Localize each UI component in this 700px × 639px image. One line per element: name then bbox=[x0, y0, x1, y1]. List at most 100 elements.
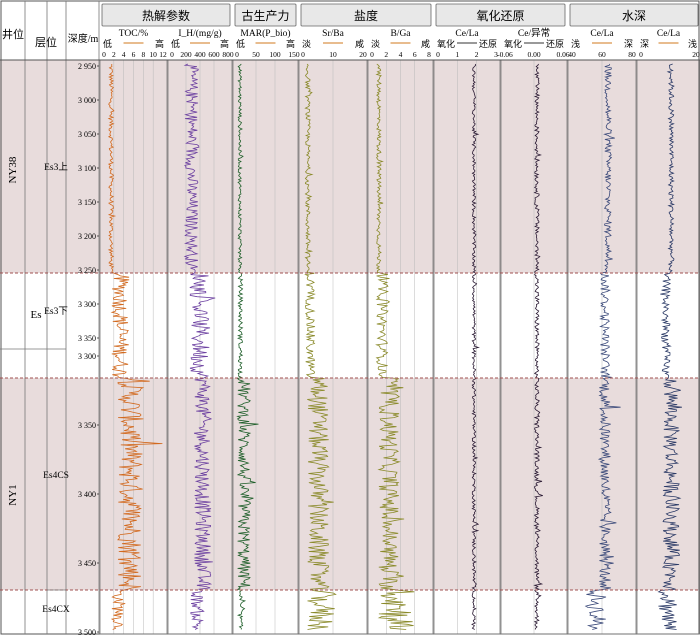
layer-header: 层位 bbox=[35, 35, 57, 49]
track-left-label: 低 bbox=[171, 38, 180, 49]
group-title-salinity: 盐度 bbox=[354, 8, 378, 23]
depth-header: 深度/m bbox=[68, 32, 99, 45]
group-box bbox=[435, 3, 566, 27]
tick-label: 2 bbox=[112, 50, 116, 59]
shade-band-upper bbox=[0, 60, 700, 273]
track-left-label: 浅 bbox=[571, 38, 580, 49]
track-left-label: 淡 bbox=[302, 39, 311, 49]
group-box bbox=[101, 3, 231, 27]
group-box bbox=[300, 3, 432, 27]
tick-label: 800 bbox=[222, 50, 234, 59]
group-title-paleo: 古生产力 bbox=[241, 8, 289, 23]
tick-label: 200 bbox=[180, 50, 192, 59]
track-title-cela3: Ce/La bbox=[657, 29, 681, 39]
tick-label: 150 bbox=[288, 50, 300, 59]
track-title-mar: MAR(P_bio) bbox=[240, 28, 290, 39]
tick-label: 100 bbox=[269, 50, 281, 59]
tick-label: -0.06 bbox=[497, 50, 513, 59]
series-srba bbox=[304, 63, 337, 630]
tick-label: 0 bbox=[436, 50, 440, 59]
depth-tick: 2 950 bbox=[78, 62, 96, 71]
tick-label: 4 bbox=[399, 50, 403, 59]
tick-label: 20 bbox=[359, 50, 367, 59]
depth-tick: 3 350 bbox=[78, 421, 96, 430]
track-right-label: 还原 bbox=[479, 38, 497, 49]
tick-label: 4 bbox=[122, 50, 126, 59]
series-toc bbox=[107, 63, 163, 630]
depth-tick: 3 100 bbox=[78, 164, 96, 173]
track-right-label: 高 bbox=[155, 38, 164, 49]
tick-label: 80 bbox=[628, 50, 636, 59]
tick-label: 10 bbox=[149, 50, 157, 59]
tick-label: 6 bbox=[132, 50, 136, 59]
well-header: 井位 bbox=[2, 27, 24, 41]
layer-group: Es bbox=[31, 309, 42, 321]
depth-tick: 3 350 bbox=[78, 334, 96, 343]
depth-tick: 3 400 bbox=[78, 490, 96, 499]
layer-cx: Es4CX bbox=[42, 605, 70, 615]
tick-label: 0 bbox=[102, 50, 106, 59]
depth-tick: 3 300 bbox=[78, 300, 96, 309]
tick-label: 8 bbox=[141, 50, 145, 59]
tick-label: 40 bbox=[568, 50, 576, 59]
tick-label: 400 bbox=[194, 50, 206, 59]
tick-label: 8 bbox=[427, 50, 431, 59]
group-title-pyrolysis: 热解参数 bbox=[142, 8, 190, 23]
series-ce-anomaly bbox=[533, 63, 544, 630]
series-bga bbox=[375, 63, 415, 630]
track-title-toc: TOC/% bbox=[119, 29, 148, 39]
layer-middle: Es3下 bbox=[44, 307, 68, 317]
group-title-depth: 水深 bbox=[622, 9, 646, 23]
track-right-label: 高 bbox=[286, 38, 295, 49]
track-title-s2: I_H/(mg/g) bbox=[178, 28, 221, 39]
track-right-label: 咸 bbox=[355, 38, 364, 49]
tick-label: 0 bbox=[170, 50, 174, 59]
tick-label: 2 bbox=[475, 50, 479, 59]
well-name-ny38: NY38 bbox=[7, 156, 19, 183]
tick-label: 0 bbox=[370, 50, 374, 59]
group-title-redox: 氧化还原 bbox=[476, 9, 524, 23]
depth-tick: 3 250 bbox=[78, 266, 96, 275]
track-right-label: 高 bbox=[220, 38, 229, 49]
track-left-label: 深 bbox=[640, 39, 649, 49]
track-title-srba: Sr/Ba bbox=[322, 29, 344, 39]
tick-label: 60 bbox=[598, 50, 606, 59]
track-right-label: 还原 bbox=[546, 38, 564, 49]
track-right-label: 咸 bbox=[421, 38, 430, 49]
tick-label: 50 bbox=[252, 50, 260, 59]
depth-tick: 3 150 bbox=[78, 198, 96, 207]
tick-label: 2 bbox=[384, 50, 388, 59]
track-left-label: 低 bbox=[236, 38, 245, 49]
depth-tick: 3 200 bbox=[78, 232, 96, 241]
well-name-ny1: NY1 bbox=[7, 484, 19, 505]
track-title-cela1: Ce/La bbox=[455, 29, 479, 39]
tick-label: 3 bbox=[494, 50, 498, 59]
series-mar bbox=[236, 63, 259, 630]
series-cela-redox bbox=[471, 63, 480, 630]
track-title-ceanom: Ce/异常 bbox=[518, 27, 550, 39]
series-cela-shallow bbox=[584, 63, 621, 630]
track-left-label: 氧化 bbox=[504, 38, 522, 49]
series-ih bbox=[183, 63, 216, 630]
tick-label: 600 bbox=[208, 50, 220, 59]
depth-tick: 3 450 bbox=[78, 559, 96, 568]
layer-cs: Es4CS bbox=[43, 471, 69, 481]
track-left-label: 淡 bbox=[371, 39, 380, 49]
tick-label: 0 bbox=[639, 50, 643, 59]
tick-label: 12 bbox=[159, 50, 167, 59]
depth-tick: 3 500 bbox=[78, 628, 96, 637]
tick-label: 1 bbox=[455, 50, 459, 59]
tick-label: 20 bbox=[692, 50, 700, 59]
tick-label: 10 bbox=[329, 50, 337, 59]
group-box bbox=[569, 3, 699, 27]
depth-tick: 3 050 bbox=[78, 130, 96, 139]
track-right-label: 深 bbox=[624, 39, 633, 49]
tick-label: 0.00 bbox=[527, 50, 540, 59]
tick-label: 0 bbox=[301, 50, 305, 59]
series-cela-deep bbox=[657, 63, 682, 630]
depth-tick: 3 300 bbox=[78, 352, 96, 361]
track-title-bga: B/Ga bbox=[390, 29, 411, 39]
track-right-label: 浅 bbox=[688, 38, 697, 49]
tick-label: 0.06 bbox=[556, 50, 569, 59]
group-box bbox=[234, 3, 297, 27]
